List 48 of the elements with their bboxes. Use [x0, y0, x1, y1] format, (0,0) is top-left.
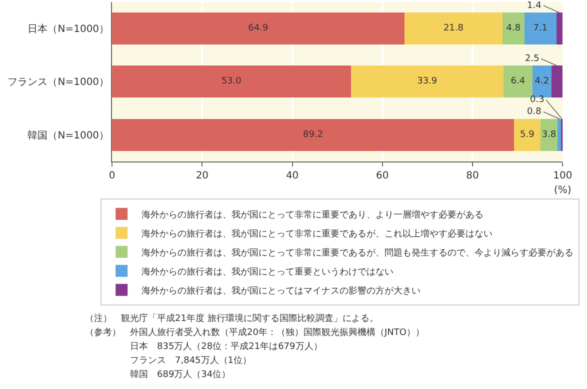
bar [502, 12, 524, 44]
data-label: 33.9 [417, 76, 438, 87]
data-label: 7.1 [533, 24, 548, 34]
text: （注） 観光庁「平成21年度 旅行環境に関する国際比較調査」による。 [85, 313, 378, 324]
x-tick-label: 20 [196, 170, 209, 182]
x-tick-label: 100 [553, 170, 572, 182]
bar [556, 12, 563, 44]
y-tick-label: 韓国（N=1000） [28, 129, 110, 142]
legend-label: 海外からの旅行者は、我が国にとって非常に重要であるが、これ以上増やす必要はない [142, 228, 493, 240]
bar [350, 66, 504, 98]
bar [504, 66, 532, 98]
bar [112, 118, 514, 151]
legend-label: 海外からの旅行者は、我が国にとって非常に重要であるが、問題も発生するので、今より減らす必要がある [142, 247, 574, 258]
text: 日本 835万人（28位：平成21年は679万人） [85, 341, 322, 352]
bar [514, 118, 541, 151]
bar [404, 12, 503, 44]
x-axis-title: (%) [554, 185, 572, 196]
x-tick-label: 80 [466, 170, 479, 182]
data-label: 89.2 [303, 130, 324, 140]
legend-label: 海外からの旅行者は、我が国にとってはマイナスの影響の方が大きい [142, 285, 421, 296]
legend-label: 海外からの旅行者は、我が国にとって非常に重要であり、より一層増やす必要がある [142, 209, 484, 220]
data-label: 0.3 [530, 95, 544, 105]
y-tick-label: 日本（N=1000） [28, 23, 110, 36]
data-label: 0.8 [527, 107, 542, 117]
legend-label: 海外からの旅行者は、我が国にとって重要というわけではない [142, 266, 394, 278]
x-tick-label: 60 [376, 170, 389, 182]
data-label: 2.5 [525, 54, 540, 64]
data-label: 21.8 [443, 24, 464, 34]
bar [112, 66, 351, 98]
bar [551, 66, 563, 98]
bar [540, 118, 558, 151]
text: （参考） 外国人旅行者受入れ数（平成20年：（独）国際観光振興機構（JNTO）） [85, 327, 424, 338]
data-label: 5.9 [520, 130, 535, 140]
bar [558, 118, 562, 151]
text: フランス 7,845万人（1位） [85, 355, 252, 366]
bar [524, 12, 556, 44]
x-tick-label: 0 [108, 170, 116, 182]
y-tick-label: フランス（N=1000） [8, 77, 110, 88]
text: 韓国 689万人（34位） [85, 369, 231, 380]
x-tick-label: 40 [286, 170, 299, 182]
bar [112, 12, 404, 44]
data-label: 1.4 [527, 1, 542, 11]
data-label: 53.0 [221, 76, 242, 87]
data-label: 3.8 [542, 130, 556, 140]
data-label: 4.8 [506, 24, 521, 34]
data-label: 64.9 [248, 24, 268, 34]
data-label: 6.4 [510, 76, 526, 87]
data-label: 4.2 [534, 76, 550, 87]
